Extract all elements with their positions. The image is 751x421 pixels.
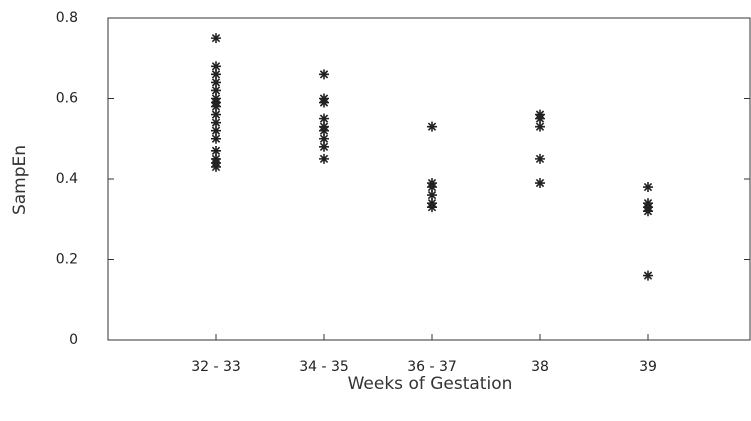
point (211, 101, 221, 112)
point (535, 121, 545, 132)
point (427, 202, 437, 213)
point (211, 61, 221, 72)
point (535, 113, 545, 124)
point (427, 121, 437, 132)
y-tick-label: 0.2 (56, 252, 78, 268)
point (211, 69, 221, 80)
point (211, 77, 221, 88)
point (211, 161, 221, 172)
point (319, 141, 329, 152)
x-tick-label: 39 (639, 359, 657, 375)
point (319, 125, 329, 136)
y-tick-label: 0.4 (56, 171, 78, 187)
x-tick-label: 32 - 33 (191, 359, 241, 375)
point (211, 33, 221, 44)
y-tick-label: 0.6 (56, 91, 78, 107)
point (319, 113, 329, 124)
point (211, 117, 221, 128)
x-tick-label: 36 - 37 (407, 359, 457, 375)
point (319, 133, 329, 144)
point (427, 182, 437, 193)
point (643, 206, 653, 217)
point (535, 153, 545, 164)
point (211, 133, 221, 144)
point (643, 270, 653, 281)
y-tick-label: 0.8 (56, 10, 78, 26)
point (535, 178, 545, 189)
point (211, 85, 221, 96)
point (427, 190, 437, 201)
point (211, 145, 221, 156)
point (211, 109, 221, 120)
x-tick-label: 34 - 35 (299, 359, 349, 375)
y-tick-label: 0 (69, 332, 78, 348)
point (643, 182, 653, 193)
point (319, 69, 329, 80)
point (319, 153, 329, 164)
x-axis-title: Weeks of Gestation (348, 374, 513, 394)
point (319, 97, 329, 108)
x-tick-label: 38 (531, 359, 549, 375)
y-axis-title: SampEn (10, 145, 30, 215)
point (211, 125, 221, 136)
